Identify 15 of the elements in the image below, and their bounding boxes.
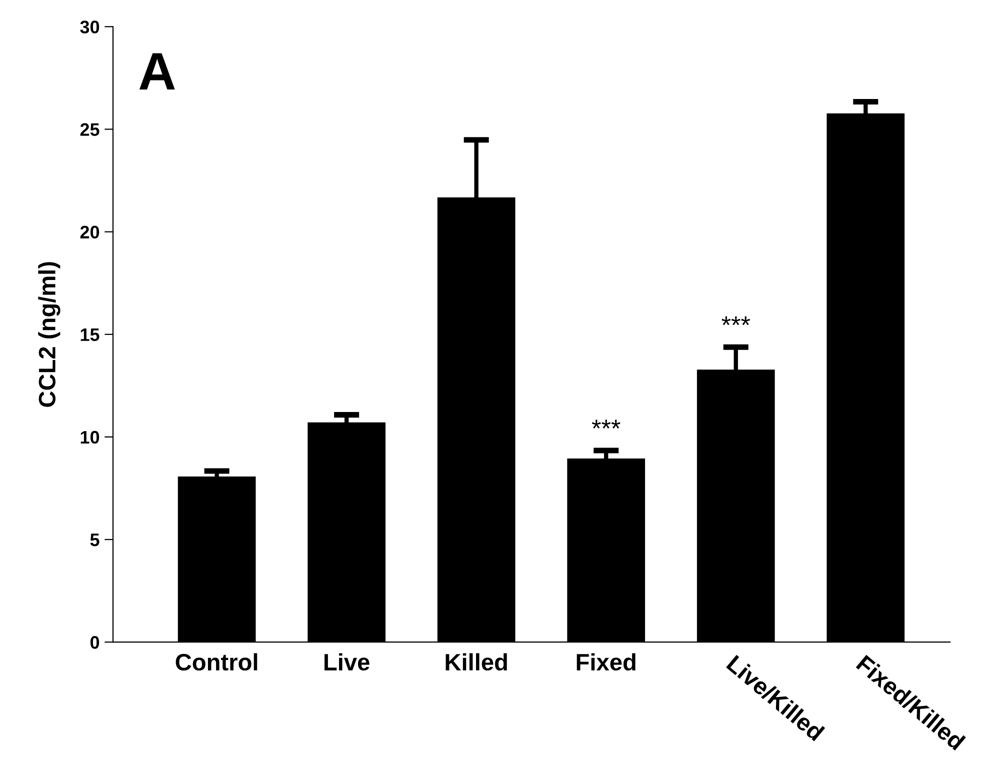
y-tick-label: 25: [80, 123, 100, 136]
y-tick-label: 20: [80, 226, 100, 239]
y-tick-label: 15: [80, 328, 100, 342]
y-tick-label: 5: [90, 534, 100, 546]
y-tick-label: 0: [90, 636, 100, 649]
annotation: A: [139, 53, 175, 90]
y-axis-title: CCL2 (ng/ml): [38, 262, 60, 407]
annotation: ***: [722, 316, 750, 326]
annotation: ***: [592, 420, 620, 429]
y-tick-label: 10: [80, 430, 100, 444]
y-tick-label: 30: [80, 20, 100, 34]
x-tick-label: Control: [176, 653, 258, 671]
x-tick-label: Live: [324, 653, 370, 671]
x-tick-label: Fixed: [576, 653, 636, 671]
x-tick-label: Killed: [446, 653, 507, 671]
